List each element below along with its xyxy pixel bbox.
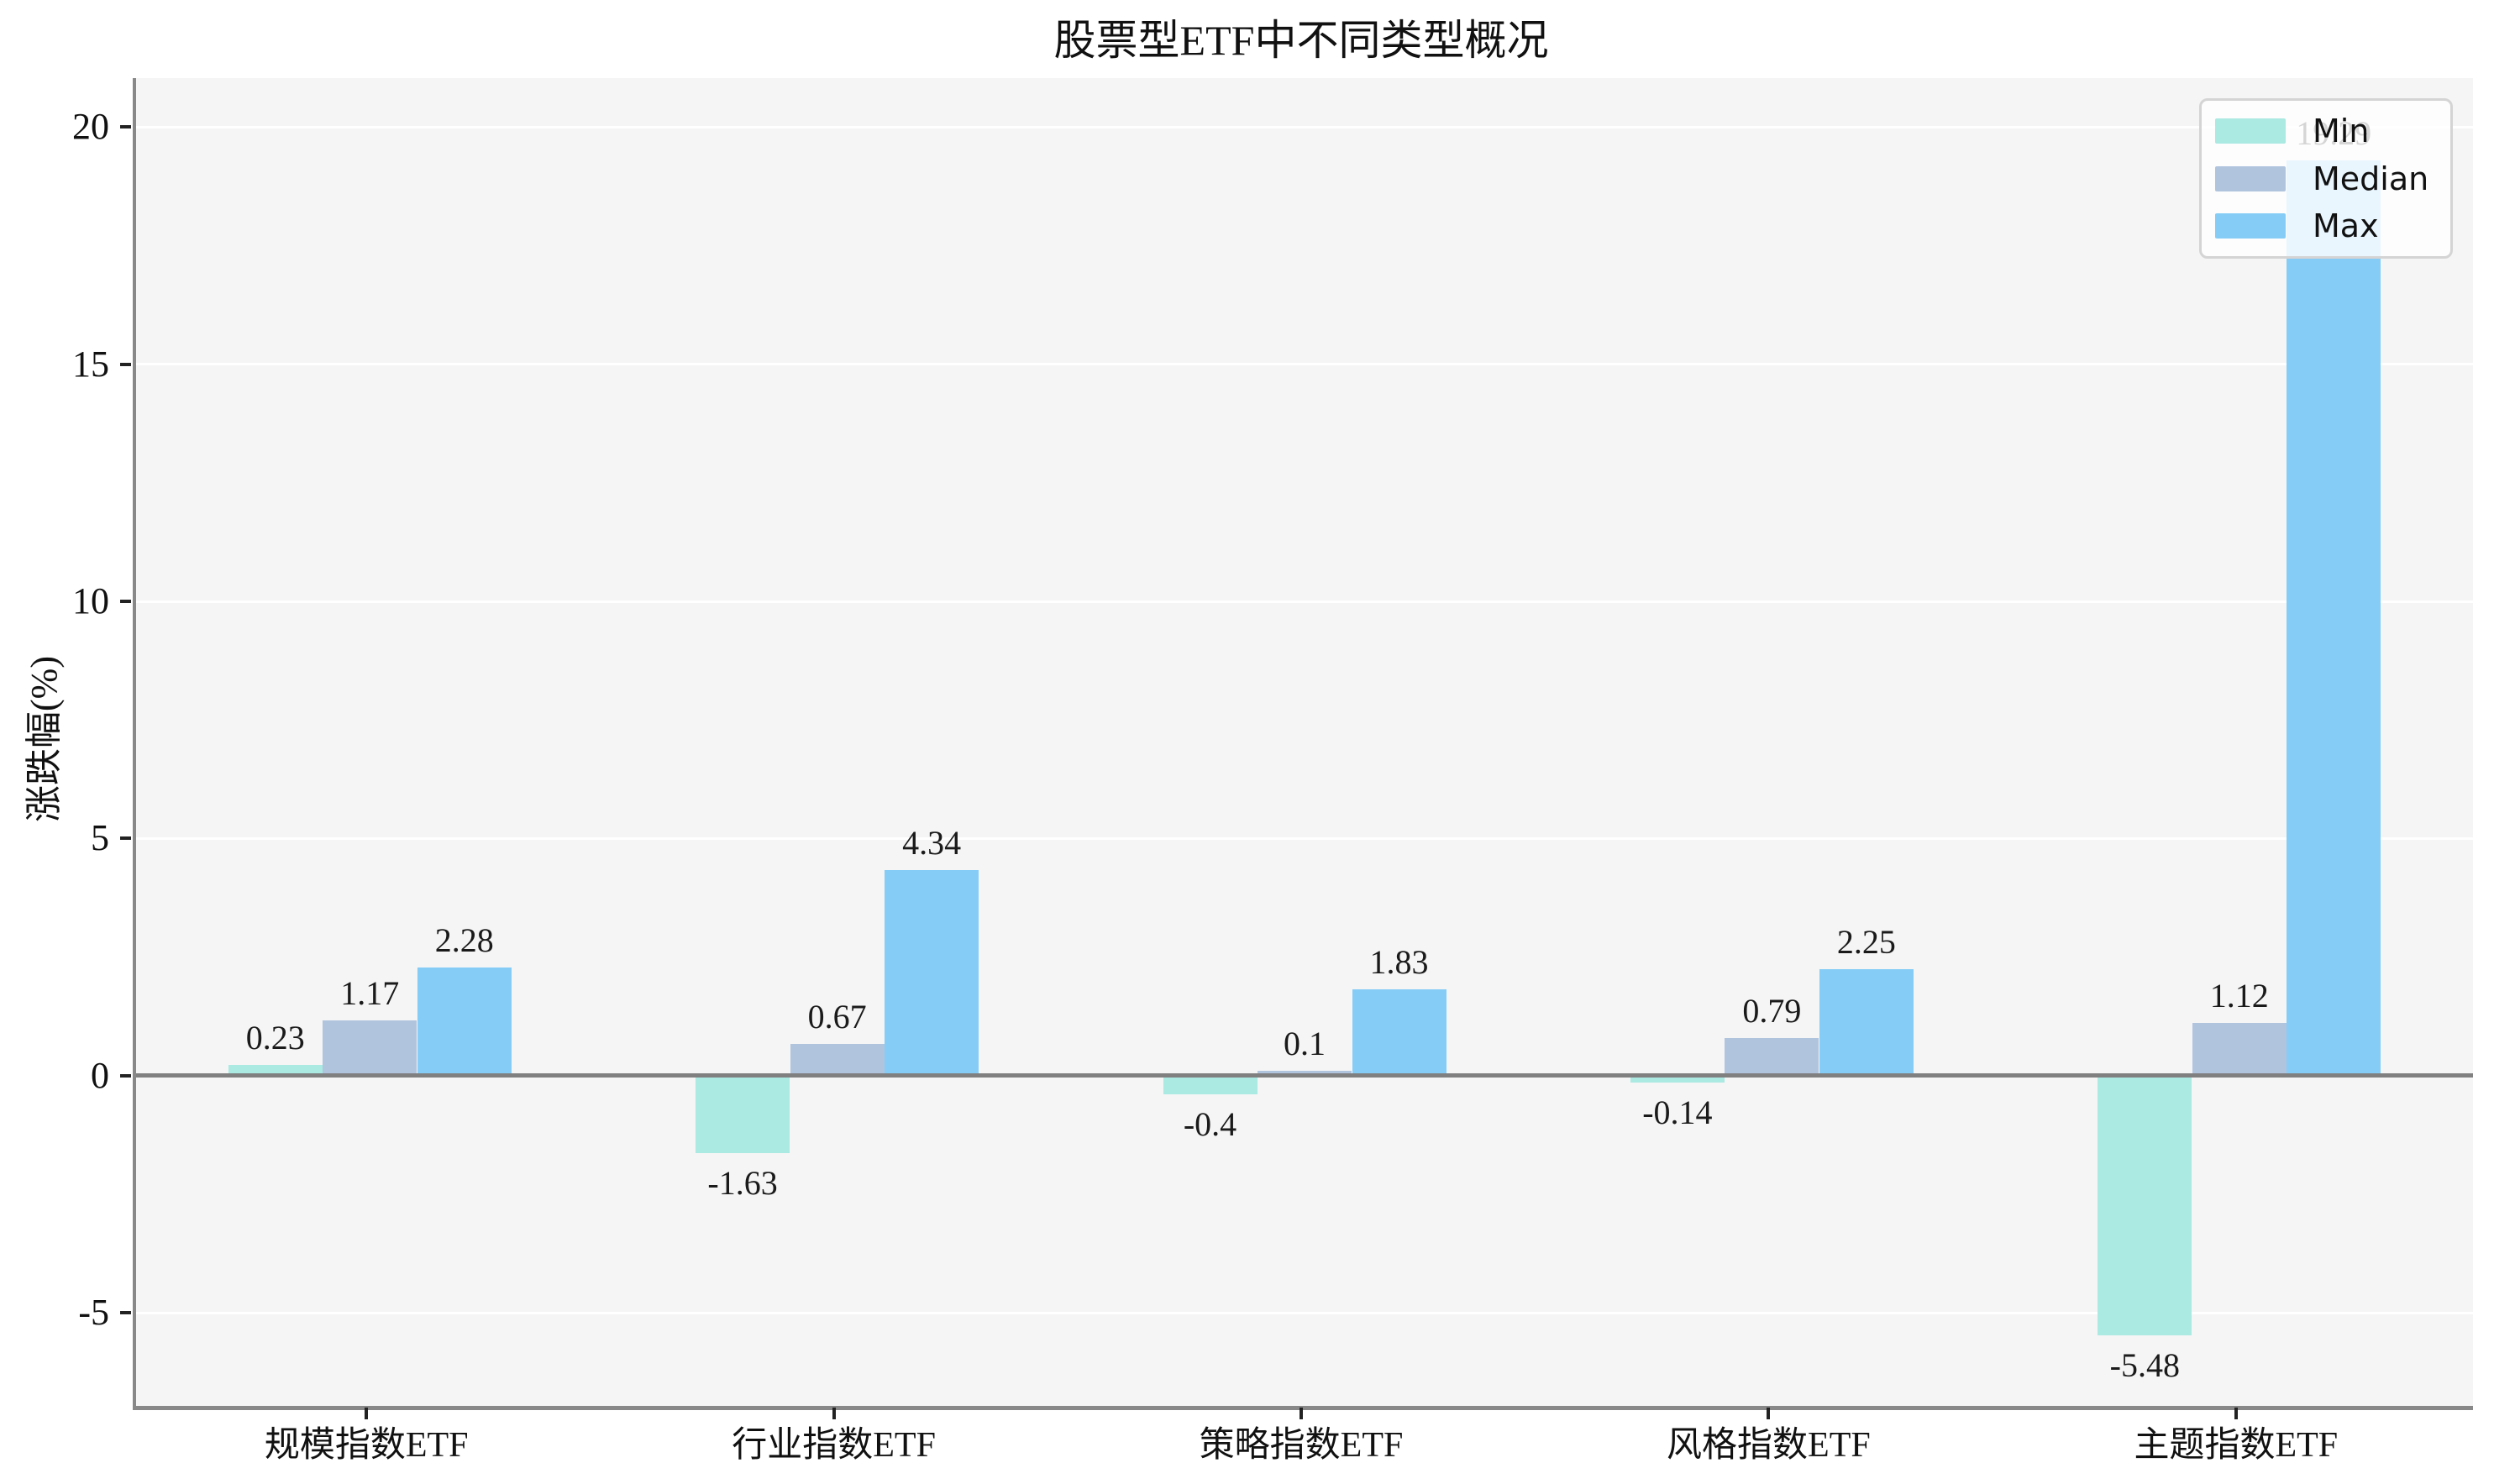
bar-value-label: 0.1 [1284,1025,1326,1063]
bar-value-label: 1.17 [340,973,400,1012]
x-tick-mark [365,1408,369,1419]
bar-max [417,967,512,1076]
y-tick-mark [120,836,131,841]
y-tick-label: -5 [78,1292,109,1334]
bar-median [790,1044,885,1076]
y-tick-mark [120,1073,131,1078]
bar-value-label: 0.23 [245,1018,305,1057]
gridline [136,836,2473,840]
y-tick-label: 15 [72,343,109,385]
legend-row-median: Median [2215,160,2437,197]
legend-swatch-median [2215,165,2286,191]
legend-swatch-min [2215,118,2286,144]
bar-value-label: 2.28 [434,921,494,960]
y-tick-label: 5 [91,817,109,859]
bar-median [1258,1071,1352,1076]
bar-max [885,869,979,1076]
zero-axis-line [136,1073,2473,1078]
bar-value-label: -1.63 [707,1163,778,1202]
y-tick-mark [120,600,131,604]
bar-median [323,1020,417,1076]
gridline [136,600,2473,603]
legend: Min Median Max [2199,98,2453,259]
bar-value-label: -0.14 [1642,1093,1713,1131]
bar-value-label: 0.67 [807,998,867,1036]
bar-min [696,1075,790,1153]
x-tick-mark [2234,1408,2238,1419]
x-tick-mark [832,1408,836,1419]
bar-value-label: 0.79 [1742,992,1802,1030]
bar-min [1630,1075,1725,1083]
x-tick-mark [1767,1408,1771,1419]
y-tick-label: 10 [72,580,109,622]
legend-label: Median [2313,160,2429,197]
bar-value-label: 2.25 [1836,922,1896,961]
bar-value-label: -5.48 [2109,1346,2180,1385]
x-tick-label: 策略指数ETF [1199,1426,1404,1465]
bar-min [1163,1075,1258,1095]
plot-area: 0.23 1.17 2.28 -1.63 0.67 4.34 -0.4 0.1 1.83 -0.1… [133,78,2473,1410]
y-tick-mark [120,1311,131,1315]
gridline [136,125,2473,128]
bar-max [1352,988,1447,1076]
x-tick-label: 风格指数ETF [1667,1426,1871,1465]
x-tick-label: 行业指数ETF [732,1426,936,1465]
bar-median [1725,1038,1819,1076]
legend-label: Max [2313,207,2379,244]
gridline [136,363,2473,366]
bar-min [228,1064,323,1076]
chart-title: 股票型ETF中不同类型概况 [1053,17,1549,64]
y-tick-label: 0 [91,1054,109,1096]
gridline [136,1311,2473,1314]
bar-value-label: 1.83 [1369,942,1429,981]
x-tick-label: 规模指数ETF [264,1426,469,1465]
legend-label: Min [2313,113,2370,149]
y-axis-label: 涨跌幅(%) [24,656,65,822]
bar-max [2287,160,2381,1076]
legend-row-min: Min [2215,113,2437,149]
legend-row-max: Max [2215,207,2437,244]
bar-value-label: -0.4 [1183,1105,1237,1144]
x-tick-mark [1300,1408,1303,1419]
y-tick-mark [120,362,131,366]
bar-min [2098,1075,2192,1336]
x-tick-label: 主题指数ETF [2134,1426,2339,1465]
legend-swatch-max [2215,213,2286,239]
y-tick-mark [120,125,131,129]
bar-value-label: 4.34 [902,823,962,862]
y-tick-label: 20 [72,106,109,148]
bar-value-label: 1.12 [2209,976,2269,1015]
bar-median [2192,1022,2287,1076]
bar-max [1819,968,1914,1076]
